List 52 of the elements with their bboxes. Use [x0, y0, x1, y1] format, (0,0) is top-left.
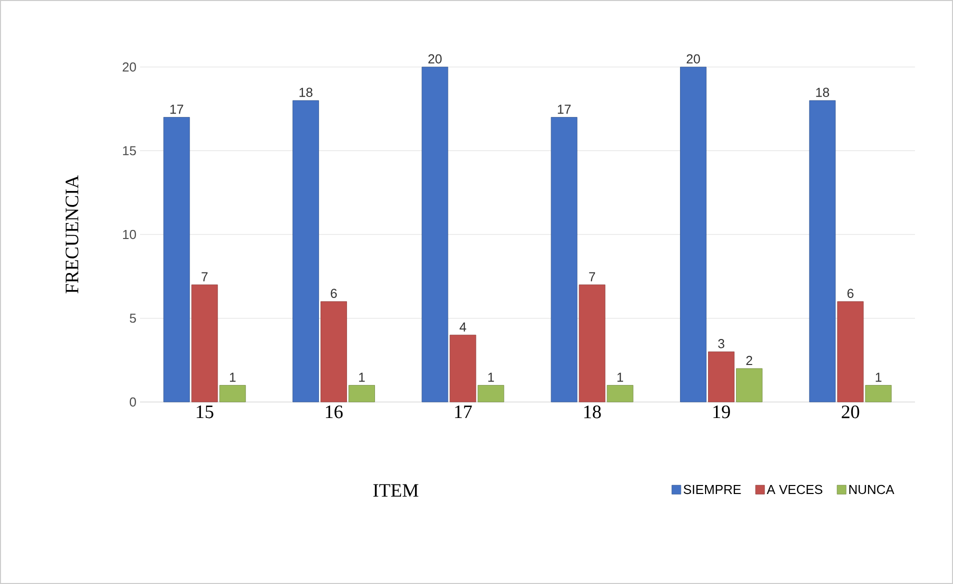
bar	[191, 284, 218, 402]
data-label: 17	[558, 104, 571, 114]
data-label: 1	[617, 372, 624, 382]
bar	[736, 368, 762, 402]
bar	[320, 301, 347, 402]
bar	[219, 385, 246, 402]
data-label: 4	[460, 322, 466, 332]
bar	[550, 117, 578, 402]
x-tick-label: 20	[842, 406, 860, 418]
data-label: 6	[330, 288, 337, 298]
bar	[865, 385, 892, 402]
legend-label: SIEMPRE	[684, 484, 741, 494]
data-label: 3	[718, 339, 724, 348]
data-label: 1	[230, 372, 236, 382]
data-label: 18	[300, 88, 312, 97]
y-tick-label: 15	[123, 146, 136, 156]
bar	[708, 352, 734, 402]
bar	[292, 100, 319, 402]
data-label: 1	[876, 372, 882, 382]
data-label: 18	[816, 88, 830, 97]
bar	[578, 284, 606, 402]
legend-label: A VECES	[766, 484, 822, 494]
bar	[680, 66, 706, 402]
data-label: 7	[589, 272, 596, 282]
data-label: 6	[847, 288, 854, 298]
y-tick-label: 0	[130, 397, 136, 407]
y-tick-label: 10	[123, 230, 136, 240]
bar	[809, 100, 836, 402]
bar	[163, 117, 190, 402]
x-tick-label: 15	[196, 406, 214, 418]
data-label: 1	[359, 372, 365, 382]
legend-label: NUNCA	[849, 484, 894, 494]
bar	[348, 385, 375, 402]
data-label: 20	[686, 54, 700, 64]
x-tick-label: 18	[584, 406, 601, 418]
bar	[478, 385, 504, 402]
y-tick-label: 5	[130, 314, 136, 323]
data-label: 2	[746, 356, 752, 365]
y-tick-label: 20	[122, 62, 136, 72]
x-tick-label: 17	[455, 406, 472, 418]
x-axis-title: ITEM	[373, 484, 418, 497]
data-label: 17	[170, 104, 184, 114]
bar	[606, 385, 634, 402]
data-label: 1	[488, 372, 494, 382]
data-label: 7	[202, 272, 208, 282]
bar	[422, 66, 448, 402]
bar	[450, 334, 476, 402]
x-tick-label: 16	[326, 406, 343, 418]
y-axis-title: FRECUENCIA	[66, 175, 78, 294]
data-label: 20	[428, 54, 442, 64]
x-tick-label: 19	[713, 406, 730, 418]
bar	[837, 301, 864, 402]
